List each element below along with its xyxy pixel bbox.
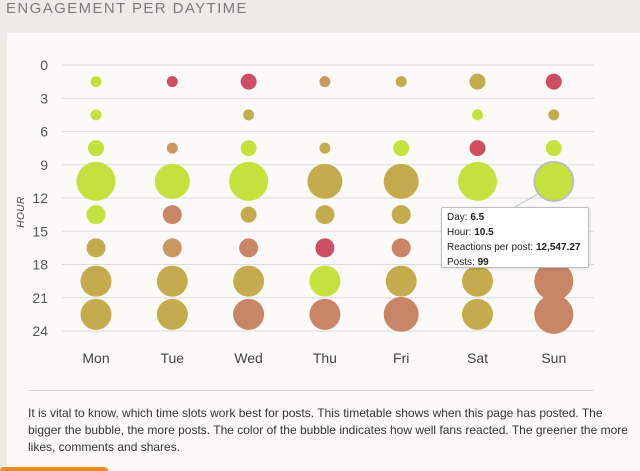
bubble[interactable] <box>154 163 190 199</box>
bubble[interactable] <box>162 205 182 225</box>
bubble[interactable] <box>472 109 483 121</box>
tooltip-pointer <box>514 193 539 208</box>
bubble[interactable] <box>319 76 331 88</box>
bubble[interactable] <box>315 205 335 225</box>
x-tick-label: Tue <box>160 350 184 366</box>
y-tick-label: 15 <box>32 223 48 239</box>
bubble[interactable] <box>80 265 112 297</box>
chart-grid <box>62 64 594 332</box>
bubble[interactable] <box>307 163 343 199</box>
bubble[interactable] <box>166 142 178 154</box>
bubble[interactable] <box>385 265 417 297</box>
tooltip-posts-value: 99 <box>477 257 489 268</box>
bubble[interactable] <box>240 73 257 90</box>
tooltip-hour-label: Hour: <box>447 227 472 238</box>
bubble[interactable] <box>462 298 493 330</box>
bubble[interactable] <box>534 261 574 301</box>
bubble[interactable] <box>229 161 269 201</box>
tooltip-day-label: Day: <box>447 212 468 223</box>
tooltip-day-row: Day: 6.5 <box>447 210 583 225</box>
bubble[interactable] <box>533 160 575 202</box>
bubble[interactable] <box>90 76 102 88</box>
bubble[interactable] <box>76 161 116 201</box>
bubble[interactable] <box>309 265 341 297</box>
tooltip-hour-value: 10.5 <box>474 227 494 238</box>
bubble[interactable] <box>233 265 265 297</box>
bubble[interactable] <box>393 140 410 157</box>
bubble[interactable] <box>383 163 419 199</box>
x-axis-ticks: Mon Tue Wed Thu Fri Sat Sun <box>82 350 566 366</box>
y-tick-label: 6 <box>40 124 48 140</box>
tooltip-reactions-row: Reactions per post: 12,547.27 <box>447 240 583 255</box>
tooltip-hour-row: Hour: 10.5 <box>447 225 583 240</box>
bubble[interactable] <box>156 265 188 297</box>
y-tick-label: 21 <box>32 290 48 306</box>
active-tab-indicator[interactable] <box>0 467 108 471</box>
y-tick-label: 3 <box>40 90 48 106</box>
x-tick-label: Fri <box>393 350 409 366</box>
chart-description: It is vital to know, which time slots wo… <box>28 406 628 454</box>
x-tick-label: Thu <box>313 350 337 366</box>
bubble[interactable] <box>243 109 255 121</box>
bubble[interactable] <box>319 142 331 154</box>
bubble[interactable] <box>469 73 486 90</box>
tooltip-reactions-label: Reactions per post: <box>447 242 534 253</box>
bubble[interactable] <box>86 205 106 225</box>
bubble[interactable] <box>545 140 562 157</box>
bubble[interactable] <box>162 238 182 258</box>
bubble[interactable] <box>166 76 178 88</box>
tooltip-reactions-value: 12,547.27 <box>535 242 581 253</box>
bubble[interactable] <box>88 140 104 157</box>
bubble[interactable] <box>239 238 259 258</box>
bubble[interactable] <box>86 238 106 258</box>
bubble[interactable] <box>156 298 188 330</box>
y-axis-ticks: 0 3 6 9 12 15 18 21 24 <box>32 57 48 339</box>
widget-title: ENGAGEMENT PER DAYTIME <box>6 0 248 17</box>
x-tick-label: Wed <box>234 350 263 366</box>
bubble[interactable] <box>545 73 562 90</box>
bubble[interactable] <box>391 238 411 258</box>
y-tick-label: 12 <box>32 190 48 206</box>
bubble[interactable] <box>309 298 341 330</box>
section-divider <box>28 390 594 391</box>
tooltip-posts-label: Posts: <box>447 257 475 268</box>
bubble[interactable] <box>80 298 112 330</box>
y-tick-label: 24 <box>32 323 48 339</box>
bubble[interactable] <box>315 238 335 258</box>
bubble[interactable] <box>458 161 497 201</box>
bubble[interactable] <box>383 296 419 332</box>
bubble-series <box>76 73 575 334</box>
bubble[interactable] <box>240 140 257 157</box>
x-tick-label: Mon <box>82 350 109 366</box>
bubble[interactable] <box>240 206 257 223</box>
y-axis-label: HOUR <box>16 196 27 227</box>
bubble-tooltip: Day: 6.5 Hour: 10.5 Reactions per post: … <box>441 207 589 268</box>
y-tick-label: 18 <box>32 257 48 273</box>
y-tick-label: 0 <box>40 57 48 73</box>
bubble[interactable] <box>469 140 486 157</box>
y-tick-label: 9 <box>40 157 48 173</box>
bubble[interactable] <box>534 294 574 334</box>
bubble[interactable] <box>391 205 411 225</box>
bubble[interactable] <box>90 109 102 121</box>
bubble[interactable] <box>462 265 493 297</box>
bubble[interactable] <box>233 298 265 330</box>
tooltip-posts-row: Posts: 99 <box>447 255 583 270</box>
bubble[interactable] <box>548 109 560 121</box>
tooltip-day-value: 6.5 <box>470 212 485 223</box>
x-tick-label: Sun <box>541 350 566 366</box>
x-tick-label: Sat <box>467 350 488 366</box>
bubble[interactable] <box>395 76 407 88</box>
